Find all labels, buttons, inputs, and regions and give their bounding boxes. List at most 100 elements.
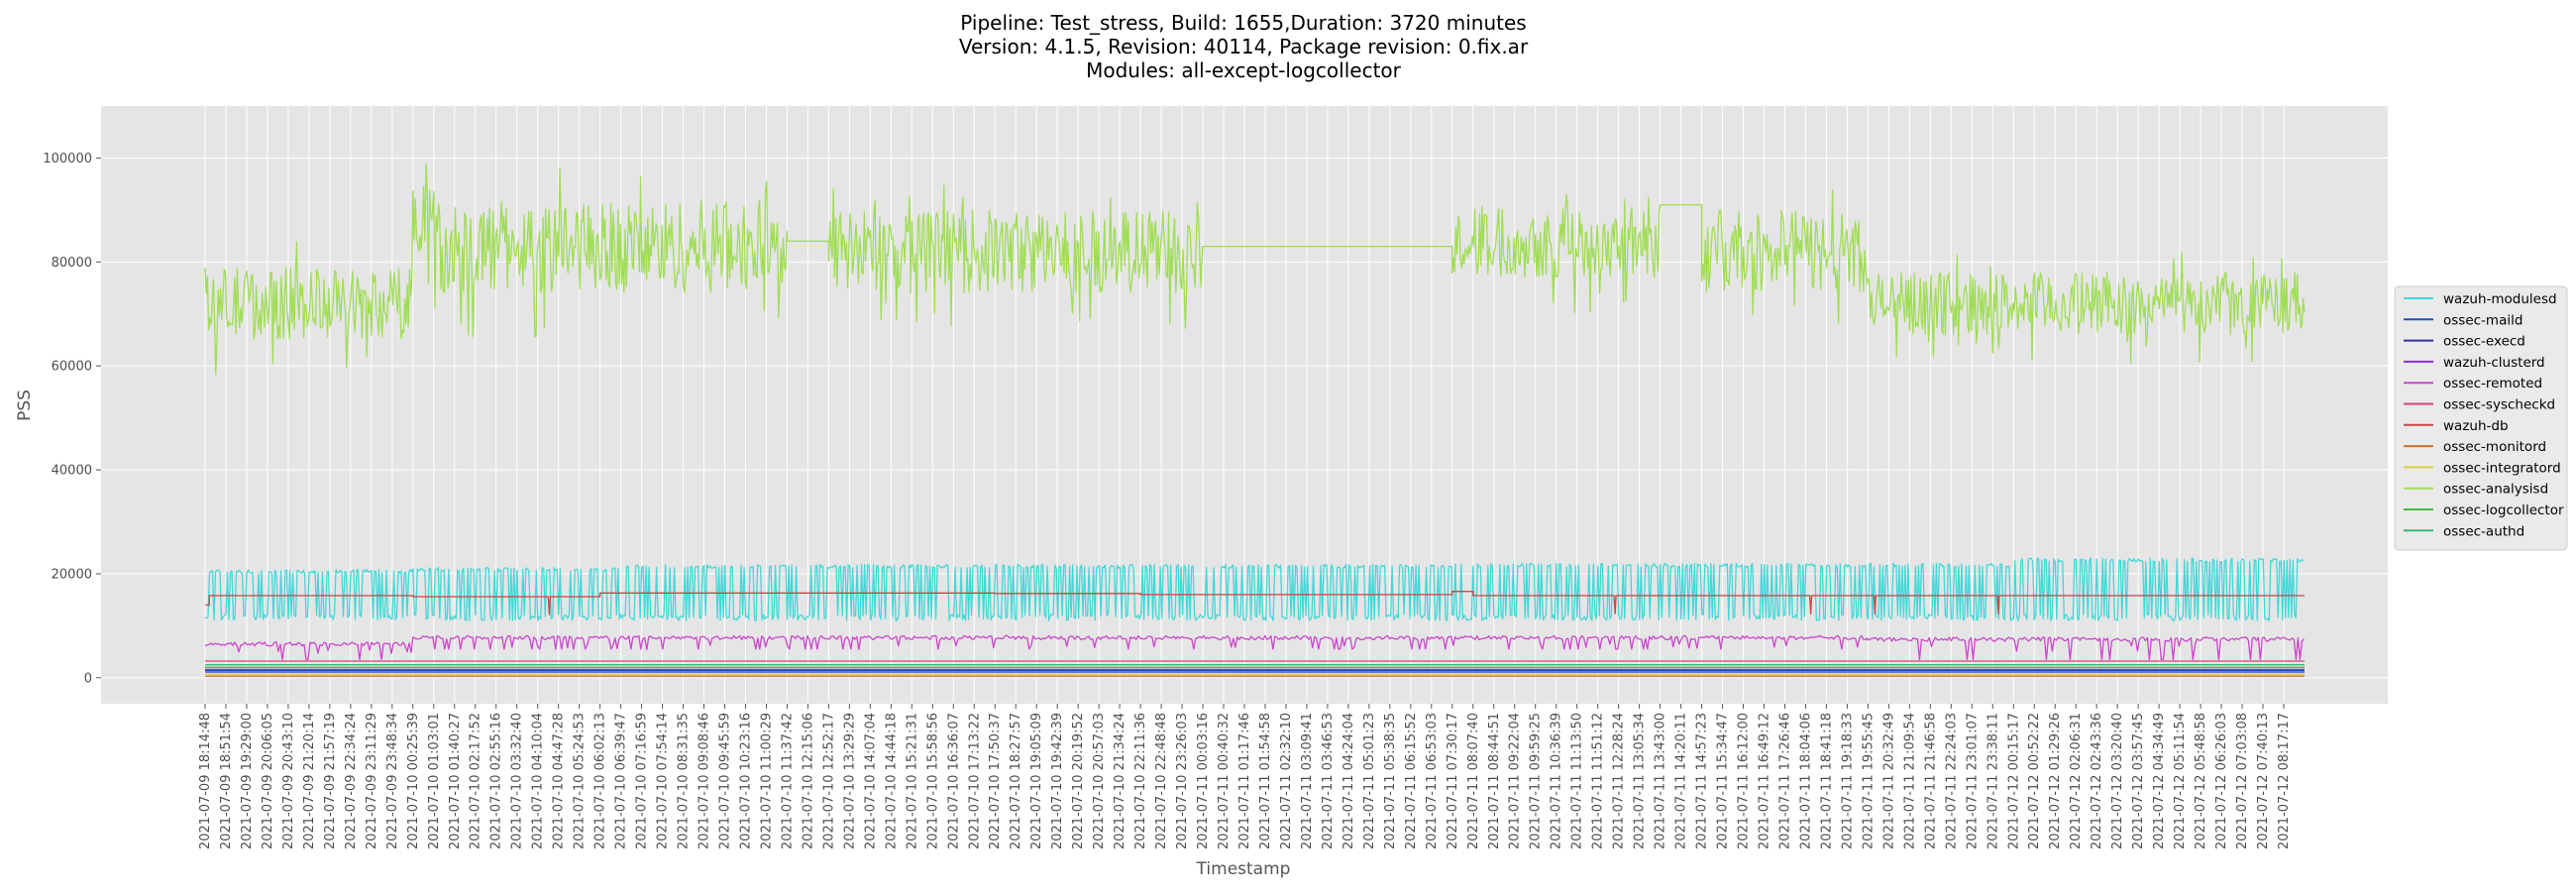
x-tick-label: 2021-07-12 01:29:26 xyxy=(2048,713,2063,849)
x-tick-label: 2021-07-12 05:48:58 xyxy=(2194,713,2208,849)
x-tick-label: 2021-07-10 12:15:06 xyxy=(801,713,815,849)
series-lines xyxy=(204,163,2306,677)
x-tick-label: 2021-07-11 07:30:17 xyxy=(1446,713,1460,849)
series-line-ossec-remoted xyxy=(204,634,2305,661)
x-tick-label: 2021-07-12 00:52:22 xyxy=(2027,713,2042,849)
y-tick-label: 40000 xyxy=(52,464,92,479)
chart-title-line-2: Version: 4.1.5, Revision: 40114, Package… xyxy=(959,35,1529,58)
x-tick-label: 2021-07-11 04:24:04 xyxy=(1342,713,1356,849)
x-tick-label: 2021-07-10 22:11:36 xyxy=(1133,713,1148,849)
x-tick-label: 2021-07-10 21:34:24 xyxy=(1113,713,1127,849)
x-tick-label: 2021-07-10 01:40:27 xyxy=(448,713,463,849)
legend-label-wazuh-clusterd: wazuh-clusterd xyxy=(2443,355,2545,371)
y-axis-ticks: 0 20000 40000 60000 80000 100000 xyxy=(43,152,101,686)
x-tick-label: 2021-07-10 07:54:14 xyxy=(656,713,671,849)
x-tick-label: 2021-07-10 17:50:37 xyxy=(988,713,1003,849)
x-tick-label: 2021-07-11 02:32:10 xyxy=(1279,713,1294,849)
y-axis-label: PSS xyxy=(15,390,35,421)
legend-label-ossec-syscheckd: ossec-syscheckd xyxy=(2443,397,2555,413)
x-tick-label: 2021-07-11 09:59:25 xyxy=(1529,713,1544,849)
x-tick-label: 2021-07-09 18:51:54 xyxy=(219,713,234,849)
legend-label-wazuh-db: wazuh-db xyxy=(2443,418,2509,434)
x-tick-label: 2021-07-10 15:21:31 xyxy=(905,713,919,849)
legend-label-ossec-remoted: ossec-remoted xyxy=(2443,376,2542,392)
x-tick-label: 2021-07-11 20:32:49 xyxy=(1881,713,1896,849)
x-tick-label: 2021-07-12 05:11:54 xyxy=(2173,713,2188,849)
x-tick-label: 2021-07-11 00:03:16 xyxy=(1196,713,1211,849)
legend-box xyxy=(2394,285,2568,551)
x-tick-label: 2021-07-11 01:54:58 xyxy=(1258,713,1273,849)
x-tick-label: 2021-07-10 13:29:29 xyxy=(842,713,857,849)
x-tick-label: 2021-07-11 18:41:18 xyxy=(1819,713,1834,849)
x-tick-label: 2021-07-11 06:53:03 xyxy=(1425,713,1440,849)
x-tick-label: 2021-07-12 08:17:17 xyxy=(2277,713,2292,849)
legend-label-wazuh-modulesd: wazuh-modulesd xyxy=(2443,291,2557,307)
x-tick-label: 2021-07-11 14:57:23 xyxy=(1695,713,1710,849)
x-tick-label: 2021-07-10 04:47:28 xyxy=(552,713,567,849)
x-tick-label: 2021-07-11 13:05:34 xyxy=(1633,713,1648,849)
x-tick-label: 2021-07-11 06:15:52 xyxy=(1404,713,1419,849)
chart-title: Pipeline: Test_stress, Build: 1655,Durat… xyxy=(959,11,1529,82)
x-tick-label: 2021-07-11 05:38:35 xyxy=(1383,713,1398,849)
x-tick-label: 2021-07-10 17:13:22 xyxy=(967,713,982,849)
x-tick-label: 2021-07-12 07:03:08 xyxy=(2235,713,2250,849)
chart-title-line-3: Modules: all-except-logcollector xyxy=(1086,58,1402,82)
x-tick-label: 2021-07-11 23:01:07 xyxy=(1965,713,1980,849)
x-tick-label: 2021-07-10 19:42:39 xyxy=(1050,713,1065,849)
x-tick-label: 2021-07-10 08:31:35 xyxy=(677,713,692,849)
x-tick-label: 2021-07-12 03:57:45 xyxy=(2131,713,2146,849)
x-axis-label: Timestamp xyxy=(1196,859,1291,879)
x-tick-label: 2021-07-12 06:26:03 xyxy=(2214,713,2229,849)
x-tick-label: 2021-07-11 11:13:50 xyxy=(1570,713,1585,849)
x-tick-label: 2021-07-10 23:26:03 xyxy=(1175,713,1190,849)
x-tick-label: 2021-07-10 06:39:47 xyxy=(614,713,629,849)
x-tick-label: 2021-07-11 17:26:46 xyxy=(1777,713,1792,849)
x-tick-label: 2021-07-10 11:00:29 xyxy=(759,713,774,849)
y-tick-label: 60000 xyxy=(52,360,92,375)
series-line-wazuh-modulesd xyxy=(204,557,2305,621)
x-tick-label: 2021-07-11 08:44:51 xyxy=(1487,713,1502,849)
x-tick-label: 2021-07-10 10:23:16 xyxy=(738,713,753,849)
x-tick-label: 2021-07-10 05:24:53 xyxy=(573,713,588,849)
series-line-wazuh-db xyxy=(205,591,2305,616)
x-tick-label: 2021-07-11 19:55:45 xyxy=(1861,713,1876,849)
x-tick-label: 2021-07-11 21:09:54 xyxy=(1902,713,1917,849)
x-tick-label: 2021-07-11 11:51:12 xyxy=(1591,713,1606,849)
legend-label-ossec-maild: ossec-maild xyxy=(2443,312,2522,328)
x-tick-label: 2021-07-09 21:20:14 xyxy=(302,713,317,849)
x-tick-label: 2021-07-11 15:34:47 xyxy=(1716,713,1731,849)
x-tick-label: 2021-07-10 02:17:52 xyxy=(469,713,483,849)
x-tick-label: 2021-07-11 14:20:11 xyxy=(1674,713,1689,849)
x-tick-label: 2021-07-10 11:37:42 xyxy=(780,713,795,849)
legend-label-ossec-authd: ossec-authd xyxy=(2443,523,2524,539)
x-tick-label: 2021-07-10 09:08:46 xyxy=(698,713,712,849)
x-tick-label: 2021-07-10 19:05:09 xyxy=(1029,713,1044,849)
x-tick-label: 2021-07-11 21:46:58 xyxy=(1923,713,1938,849)
x-tick-label: 2021-07-11 13:43:00 xyxy=(1654,713,1668,849)
x-tick-label: 2021-07-11 16:49:12 xyxy=(1758,713,1772,849)
y-tick-label: 100000 xyxy=(43,152,92,167)
x-tick-label: 2021-07-11 19:18:33 xyxy=(1840,713,1855,849)
x-tick-label: 2021-07-10 12:52:17 xyxy=(821,713,836,849)
legend-label-ossec-monitord: ossec-monitord xyxy=(2443,439,2546,455)
x-tick-label: 2021-07-10 16:36:07 xyxy=(946,713,961,849)
x-tick-label: 2021-07-10 22:48:48 xyxy=(1154,713,1169,849)
x-tick-label: 2021-07-12 03:20:40 xyxy=(2110,713,2125,849)
chart-title-line-1: Pipeline: Test_stress, Build: 1655,Durat… xyxy=(960,11,1526,35)
x-tick-label: 2021-07-09 22:34:24 xyxy=(344,713,359,849)
x-tick-label: 2021-07-10 15:58:56 xyxy=(925,713,940,849)
x-tick-label: 2021-07-12 04:34:49 xyxy=(2152,713,2167,849)
x-tick-label: 2021-07-11 03:46:53 xyxy=(1321,713,1336,849)
x-axis-ticks: 2021-07-09 18:14:48 2021-07-09 18:51:54 20… xyxy=(198,704,2292,849)
x-tick-label: 2021-07-10 09:45:59 xyxy=(718,713,733,849)
x-tick-label: 2021-07-10 20:19:52 xyxy=(1071,713,1086,849)
x-tick-label: 2021-07-11 22:24:03 xyxy=(1944,713,1959,849)
x-tick-label: 2021-07-12 07:40:13 xyxy=(2256,713,2271,849)
x-tick-label: 2021-07-11 00:40:32 xyxy=(1217,713,1232,849)
x-tick-label: 2021-07-11 01:17:46 xyxy=(1237,713,1252,849)
x-tick-label: 2021-07-10 04:10:04 xyxy=(531,713,546,849)
x-tick-label: 2021-07-10 02:55:16 xyxy=(489,713,504,849)
x-tick-label: 2021-07-11 16:12:00 xyxy=(1737,713,1752,849)
